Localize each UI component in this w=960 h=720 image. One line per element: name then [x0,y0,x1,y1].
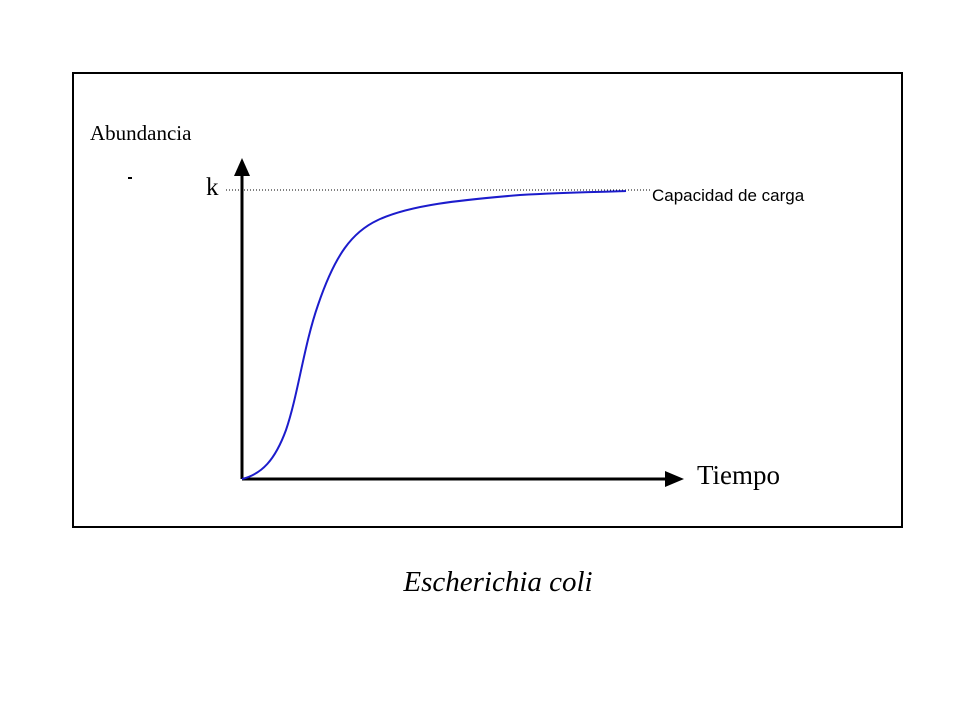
y-axis-arrowhead [234,158,250,176]
carrying-capacity-label: Capacidad de carga [652,186,805,205]
logistic-growth-curve [241,190,627,480]
diagram-frame [72,72,903,528]
figure-caption: Escherichia coli [403,566,593,598]
y-axis-label: Abundancia [90,121,192,145]
x-axis-arrowhead [665,471,684,487]
k-label: k [206,174,219,201]
x-axis-label: Tiempo [697,460,780,490]
